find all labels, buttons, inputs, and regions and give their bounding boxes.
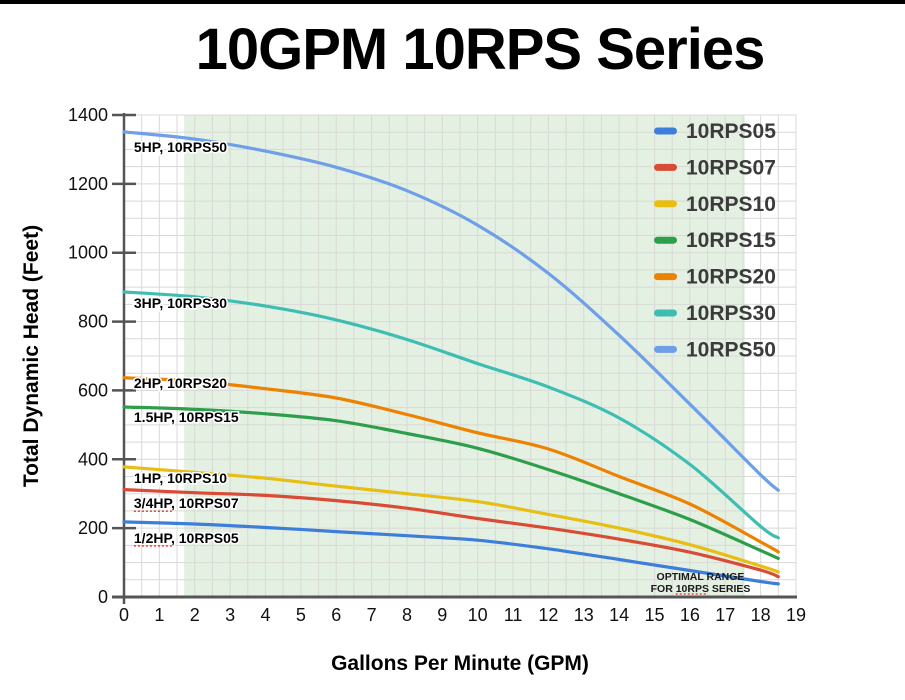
x-tick-label: 4 (260, 605, 270, 625)
curve-label-10RPS07: 3/4HP, 10RPS07 (134, 495, 239, 511)
chart-title: 10GPM 10RPS Series (195, 17, 766, 82)
y-tick-label: 1200 (68, 174, 108, 194)
x-tick-label: 8 (402, 605, 412, 625)
curve-10RPS05 (122, 520, 780, 586)
top-border (0, 0, 905, 4)
curve-10RPS07 (122, 488, 780, 579)
x-tick-label: 17 (715, 605, 735, 625)
legend-swatch-10RPS07 (654, 163, 677, 171)
legend-label-10RPS30: 10RPS30 (686, 302, 776, 325)
x-tick-label: 6 (331, 605, 341, 625)
curve-10RPS10 (122, 465, 780, 574)
y-tick-label: 600 (78, 380, 108, 400)
legend-label-10RPS10: 10RPS10 (686, 193, 776, 216)
y-tick-label: 0 (98, 587, 108, 607)
curve-label-10RPS10: 1HP, 10RPS10 (134, 470, 227, 486)
y-tick-label: 1000 (68, 243, 108, 263)
legend-swatch-10RPS30 (654, 309, 677, 317)
curve-label-10RPS50: 5HP, 10RPS50 (134, 139, 227, 155)
legend-label-10RPS07: 10RPS07 (686, 156, 776, 179)
curve-10RPS15 (122, 405, 780, 560)
curve-label-10RPS05: 1/2HP, 10RPS05 (134, 530, 239, 546)
y-tick-label: 800 (78, 312, 108, 332)
x-tick-label: 18 (751, 605, 771, 625)
x-tick-label: 14 (609, 605, 629, 625)
curve-label-10RPS20: 2HP, 10RPS20 (134, 375, 227, 391)
x-tick-label: 13 (574, 605, 594, 625)
legend-label-10RPS20: 10RPS20 (686, 266, 776, 289)
curve-10RPS30 (122, 290, 780, 540)
x-tick-label: 19 (786, 605, 806, 625)
optimal-range-caption-line2: FOR 10RPS SERIES (651, 583, 751, 595)
curve-label-10RPS30: 3HP, 10RPS30 (134, 295, 227, 311)
x-tick-label: 16 (680, 605, 700, 625)
curve-10RPS50 (122, 130, 780, 492)
legend-swatch-10RPS50 (654, 345, 677, 353)
optimal-range-caption-line1: OPTIMAL RANGE (657, 571, 745, 583)
legend-label-10RPS05: 10RPS05 (686, 120, 776, 143)
x-tick-label: 11 (504, 605, 523, 625)
x-tick-label: 10 (468, 605, 488, 625)
y-tick-label: 400 (78, 449, 108, 469)
x-tick-label: 12 (538, 605, 558, 625)
x-axis-title: Gallons Per Minute (GPM) (331, 652, 589, 675)
legend-swatch-10RPS20 (654, 273, 677, 281)
x-tick-label: 0 (119, 605, 129, 625)
y-tick-label: 1400 (68, 105, 108, 125)
legend-swatch-10RPS05 (654, 127, 677, 135)
x-tick-label: 1 (154, 605, 164, 625)
curve-10RPS20 (122, 376, 780, 554)
x-tick-label: 7 (367, 605, 377, 625)
x-tick-label: 5 (296, 605, 306, 625)
legend-swatch-10RPS15 (654, 236, 677, 244)
x-tick-label: 15 (645, 605, 665, 625)
x-tick-label: 3 (225, 605, 235, 625)
x-tick-label: 2 (190, 605, 200, 625)
x-tick-label: 9 (437, 605, 447, 625)
y-tick-label: 200 (78, 518, 108, 538)
legend-label-10RPS50: 10RPS50 (686, 338, 776, 361)
legend-swatch-10RPS10 (654, 200, 677, 208)
legend-label-10RPS15: 10RPS15 (686, 229, 776, 252)
curve-label-10RPS15: 1.5HP, 10RPS15 (134, 409, 239, 425)
